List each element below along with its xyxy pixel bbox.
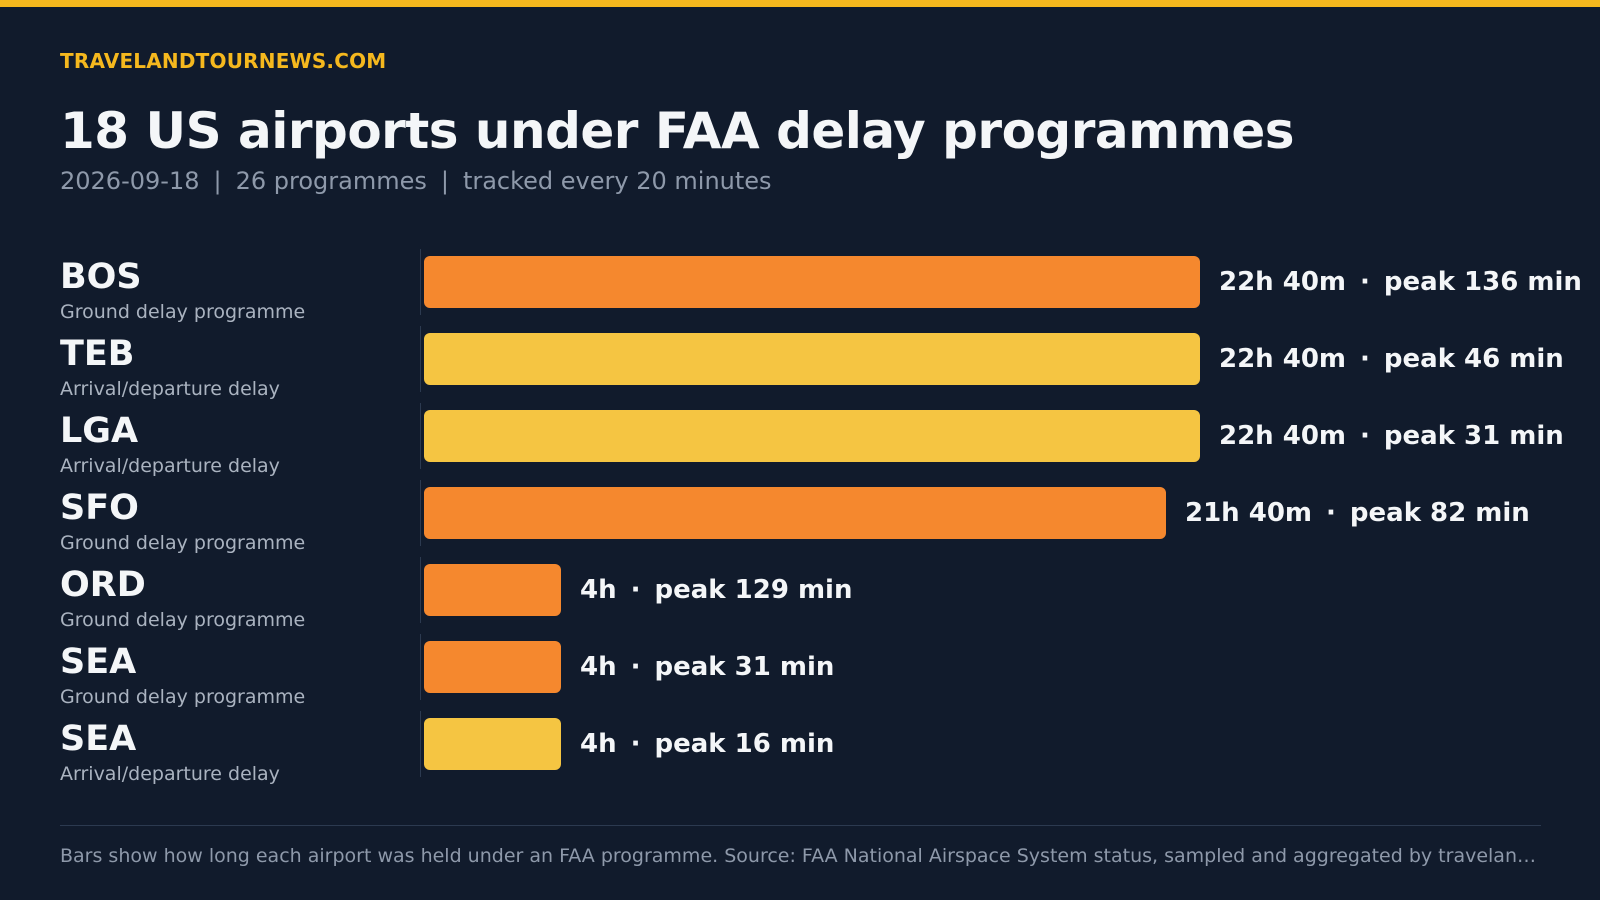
duration-label: 21h 40m: [1185, 498, 1313, 528]
label-separator: ·: [1326, 498, 1336, 528]
peak-label: peak 129 min: [654, 575, 853, 605]
footer-divider: [60, 825, 1541, 826]
peak-label: peak 46 min: [1383, 344, 1564, 374]
label-separator: ·: [630, 575, 641, 605]
peak-label: peak 82 min: [1349, 498, 1530, 528]
bar-value-label: 22h 40m · peak 136 min: [1219, 256, 1582, 308]
duration-label: 4h: [580, 575, 617, 605]
bar-value-label: 22h 40m · peak 46 min: [1219, 333, 1564, 385]
programme-type: Ground delay programme: [60, 532, 306, 554]
label-separator: ·: [1360, 267, 1370, 297]
duration-label: 22h 40m: [1219, 267, 1347, 297]
row-axis-line: [420, 249, 421, 315]
duration-label: 4h: [580, 729, 617, 759]
programme-type: Arrival/departure delay: [60, 378, 280, 400]
row-axis-line: [420, 326, 421, 392]
row-axis-line: [420, 480, 421, 546]
brand-label[interactable]: TRAVELANDTOURNEWS.COM: [60, 49, 387, 73]
programme-type: Arrival/departure delay: [60, 763, 280, 785]
duration-bar: [424, 487, 1166, 539]
bar-value-label: 21h 40m · peak 82 min: [1185, 487, 1530, 539]
peak-label: peak 31 min: [654, 652, 835, 682]
airport-code: TEB: [60, 334, 135, 374]
duration-label: 22h 40m: [1219, 421, 1347, 451]
programme-type: Ground delay programme: [60, 301, 306, 323]
duration-label: 22h 40m: [1219, 344, 1347, 374]
bar-value-label: 4h · peak 16 min: [580, 718, 834, 770]
subtitle-date: 2026-09-18: [60, 167, 200, 195]
duration-bar: [424, 333, 1200, 385]
subtitle-programmes: 26 programmes: [235, 167, 427, 195]
duration-label: 4h: [580, 652, 617, 682]
label-separator: ·: [630, 652, 641, 682]
bar-value-label: 4h · peak 129 min: [580, 564, 852, 616]
row-axis-line: [420, 403, 421, 469]
programme-type: Ground delay programme: [60, 609, 306, 631]
airport-code: SEA: [60, 642, 137, 682]
programme-type: Arrival/departure delay: [60, 455, 280, 477]
airport-code: LGA: [60, 411, 139, 451]
subtitle-cadence: tracked every 20 minutes: [462, 167, 772, 195]
label-separator: ·: [1360, 421, 1370, 451]
peak-label: peak 31 min: [1383, 421, 1564, 451]
row-axis-line: [420, 557, 421, 623]
footnote: Bars show how long each airport was held…: [60, 845, 1541, 867]
duration-bar: [424, 641, 561, 693]
accent-top-bar: [0, 0, 1600, 7]
bar-value-label: 4h · peak 31 min: [580, 641, 834, 693]
programme-type: Ground delay programme: [60, 686, 306, 708]
airport-code: BOS: [60, 257, 142, 297]
bar-value-label: 22h 40m · peak 31 min: [1219, 410, 1564, 462]
label-separator: ·: [1360, 344, 1370, 374]
row-axis-line: [420, 634, 421, 700]
subtitle-separator: |: [440, 167, 449, 195]
peak-label: peak 16 min: [654, 729, 835, 759]
airport-code: ORD: [60, 565, 146, 605]
row-axis-line: [420, 711, 421, 777]
peak-label: peak 136 min: [1383, 267, 1582, 297]
duration-bar: [424, 564, 561, 616]
subtitle-separator: |: [213, 167, 222, 195]
duration-bar: [424, 718, 561, 770]
chart-subtitle: 2026-09-18 | 26 programmes | tracked every 2…: [60, 167, 772, 195]
chart-title: 18 US airports under FAA delay programme…: [60, 102, 1295, 160]
airport-code: SFO: [60, 488, 139, 528]
duration-bar: [424, 410, 1200, 462]
label-separator: ·: [630, 729, 641, 759]
duration-bar: [424, 256, 1200, 308]
airport-code: SEA: [60, 719, 137, 759]
